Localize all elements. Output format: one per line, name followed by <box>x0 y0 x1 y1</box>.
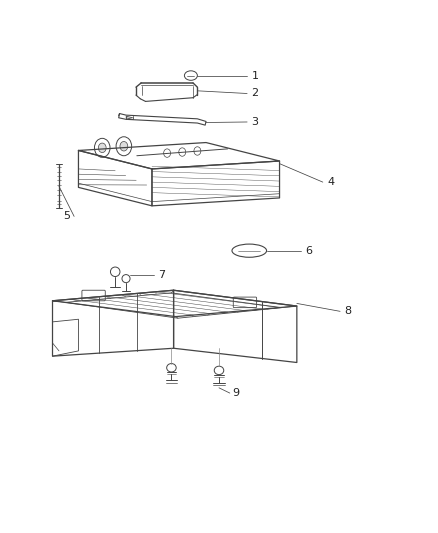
Text: 7: 7 <box>159 270 166 280</box>
Circle shape <box>116 137 132 156</box>
FancyBboxPatch shape <box>233 297 257 308</box>
Text: 8: 8 <box>344 306 352 316</box>
Circle shape <box>95 139 110 157</box>
Text: 4: 4 <box>327 177 334 187</box>
Ellipse shape <box>122 274 130 282</box>
Ellipse shape <box>232 244 267 257</box>
Circle shape <box>194 147 201 155</box>
Circle shape <box>120 141 128 151</box>
Circle shape <box>164 149 170 157</box>
Text: 1: 1 <box>251 70 258 80</box>
Text: 5: 5 <box>63 212 70 221</box>
Circle shape <box>179 148 186 156</box>
Text: 9: 9 <box>232 388 239 398</box>
Ellipse shape <box>110 267 120 277</box>
Ellipse shape <box>184 71 198 80</box>
Text: 3: 3 <box>251 117 258 127</box>
Text: 6: 6 <box>305 246 312 256</box>
FancyBboxPatch shape <box>82 290 105 301</box>
Ellipse shape <box>167 364 176 372</box>
Circle shape <box>99 143 106 152</box>
Ellipse shape <box>214 366 224 375</box>
Text: 2: 2 <box>251 88 258 99</box>
